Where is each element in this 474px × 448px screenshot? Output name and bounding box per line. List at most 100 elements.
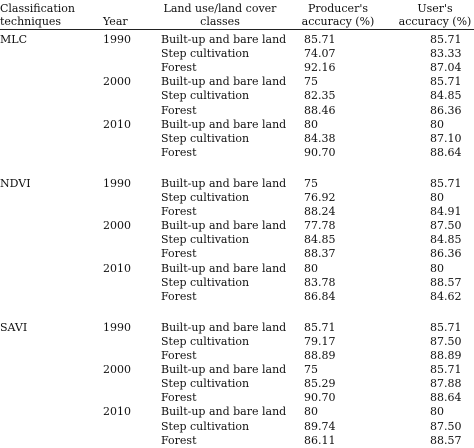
cell-user-accuracy: 87.50 [430,219,462,233]
cell-user-accuracy: 87.50 [430,334,462,348]
cell-user-accuracy: 85.71 [430,176,462,190]
cell-user-accuracy: 87.10 [430,131,462,145]
cell-year: 2000 [103,219,131,233]
header-producer-line2: accuracy (%) [301,15,375,28]
cell-year: 2010 [103,261,131,275]
cell-producer-accuracy: 85.71 [304,320,336,334]
cell-class: Step cultivation [161,377,250,391]
header-class: Land use/land cover classes [150,2,290,28]
cell-user-accuracy: 84.91 [430,205,462,219]
table-row: Step cultivation 84.85 84.85 [0,233,474,247]
cell-class: Forest [161,61,197,75]
cell-producer-accuracy: 88.89 [304,349,336,362]
cell-technique: NDVI [0,176,31,190]
table-row: Forest 88.24 84.91 [0,205,474,219]
cell-class: Built-up and bare land [161,219,287,233]
cell-producer-accuracy: 82.35 [304,89,336,103]
cell-user-accuracy: 88.57 [430,433,462,447]
cell-class: Forest [161,391,197,405]
cell-year: 2000 [103,75,131,89]
cell-producer-accuracy: 90.70 [304,391,336,405]
table-row: Step cultivation 82.35 84.85 [0,89,474,103]
cell-year: 1990 [103,33,131,46]
cell-user-accuracy: 85.71 [430,363,462,377]
cell-user-accuracy: 83.33 [430,47,462,61]
cell-producer-accuracy: 74.07 [304,47,336,61]
cell-user-accuracy: 85.71 [430,75,462,89]
table-row: Forest 92.16 87.04 [0,61,474,75]
cell-class: Forest [161,289,197,303]
cell-producer-accuracy: 88.24 [304,205,336,219]
cell-producer-accuracy: 75 [304,75,318,89]
table-row: NDVI 1990 Built-up and bare land 75 85.71 [0,177,474,191]
header-user-line1: User's [417,2,453,15]
table-row: Step cultivation 85.29 87.88 [0,377,474,391]
table-row: Step cultivation 76.92 80 [0,191,474,205]
cell-user-accuracy: 88.64 [430,391,462,405]
cell-class: Step cultivation [161,334,250,348]
cell-user-accuracy: 80 [430,191,444,204]
cell-producer-accuracy: 88.37 [304,247,336,261]
table-row: 2010 Built-up and bare land 80 80 [0,118,474,132]
cell-year: 2000 [103,363,131,377]
cell-producer-accuracy: 80 [304,117,318,131]
table-row: Forest 90.70 88.64 [0,391,474,405]
cell-producer-accuracy: 76.92 [304,191,336,204]
cell-user-accuracy: 87.50 [430,419,462,433]
cell-class: Forest [161,103,197,117]
cell-class: Forest [161,247,197,261]
cell-year: 1990 [103,320,131,334]
cell-class: Step cultivation [161,191,250,204]
table-row: Forest 86.84 84.62 [0,290,474,304]
cell-producer-accuracy: 75 [304,176,318,190]
table-row: Forest 90.70 88.64 [0,146,474,160]
cell-user-accuracy: 80 [430,405,444,419]
cell-class: Step cultivation [161,47,250,61]
table-row: MLC 1990 Built-up and bare land 85.71 85.71 [0,33,474,47]
cell-producer-accuracy: 84.85 [304,233,336,247]
header-technique: Classification techniques [0,2,75,28]
table-row: Step cultivation 74.07 83.33 [0,47,474,61]
table-row: 2000 Built-up and bare land 75 85.71 [0,363,474,377]
cell-user-accuracy: 86.36 [430,103,462,117]
table-row: SAVI 1990 Built-up and bare land 85.71 85.71 [0,321,474,335]
cell-producer-accuracy: 80 [304,405,318,419]
cell-producer-accuracy: 75 [304,363,318,377]
cell-user-accuracy: 88.64 [430,145,462,159]
header-class-line2: classes [200,15,240,28]
header-user: User's accuracy (%) [393,2,474,28]
header-technique-line1: Classification [0,2,76,15]
cell-class: Built-up and bare land [161,405,287,419]
cell-producer-accuracy: 83.78 [304,275,336,289]
cell-year: 2010 [103,117,131,131]
cell-class: Built-up and bare land [161,117,287,131]
cell-user-accuracy: 84.85 [430,233,462,247]
cell-producer-accuracy: 80 [304,261,318,275]
cell-user-accuracy: 84.62 [430,289,462,303]
cell-user-accuracy: 88.89 [430,349,462,362]
cell-class: Forest [161,349,197,362]
cell-class: Step cultivation [161,233,250,247]
cell-user-accuracy: 80 [430,117,444,131]
cell-class: Built-up and bare land [161,75,287,89]
table-row: 2000 Built-up and bare land 75 85.71 [0,75,474,89]
table-row: 2000 Built-up and bare land 77.78 87.50 [0,219,474,233]
header-producer-line1: Producer's [307,2,368,15]
cell-producer-accuracy: 92.16 [304,61,336,75]
cell-class: Step cultivation [161,275,250,289]
cell-class: Step cultivation [161,131,250,145]
cell-class: Step cultivation [161,419,250,433]
cell-producer-accuracy: 90.70 [304,145,336,159]
table-row: 2010 Built-up and bare land 80 80 [0,405,474,419]
cell-class: Built-up and bare land [161,261,287,275]
cell-producer-accuracy: 85.71 [304,33,336,46]
cell-class: Built-up and bare land [161,33,287,46]
cell-producer-accuracy: 86.11 [304,433,336,447]
cell-year: 2010 [103,405,131,419]
cell-producer-accuracy: 77.78 [304,219,336,233]
cell-producer-accuracy: 88.46 [304,103,336,117]
table-row: Step cultivation 79.17 87.50 [0,335,474,349]
cell-class: Forest [161,205,197,219]
cell-producer-accuracy: 86.84 [304,289,336,303]
cell-year: 1990 [103,176,131,190]
